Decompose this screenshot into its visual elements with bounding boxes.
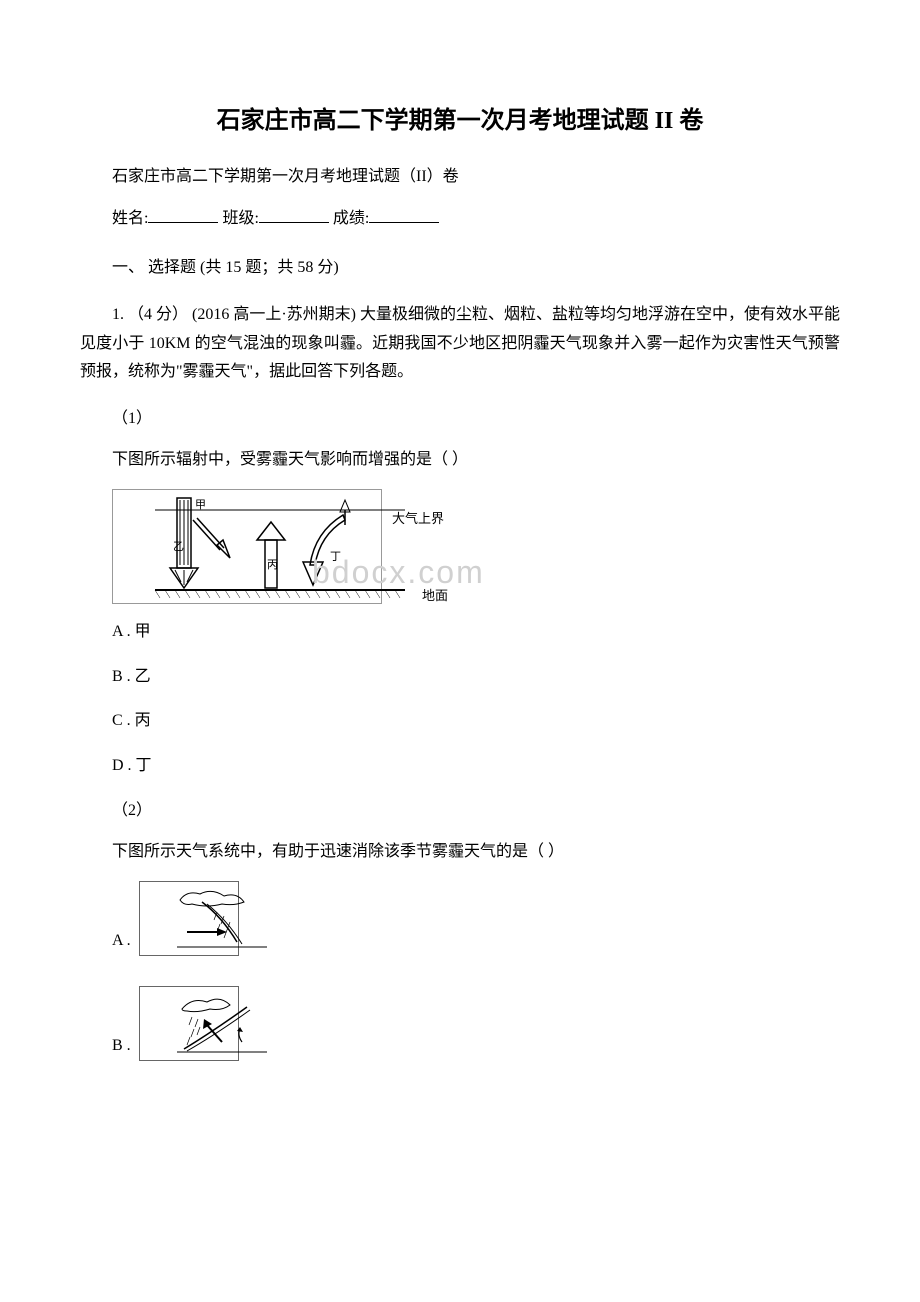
label-jia: 甲 (195, 499, 206, 511)
weather-diagram-b (139, 986, 239, 1061)
q1-sub1-text: 下图所示辐射中，受雾霾天气影响而增强的是（ ） (80, 446, 840, 475)
label-bing: 丙 (267, 559, 278, 571)
label-yi: 乙 (173, 540, 184, 553)
class-blank (259, 204, 329, 223)
q1-sub2-num: （2） (80, 797, 840, 826)
section-header: 一、 选择题 (共 15 题；共 58 分) (80, 254, 840, 283)
subtitle: 石家庄市高二下学期第一次月考地理试题（II）卷 (80, 163, 840, 192)
radiation-figure: 甲 乙 丙 丁 大气上界 地面 bdocx.com (80, 489, 840, 604)
score-label: 成绩: (333, 210, 369, 227)
option-a-label: A . (112, 932, 135, 949)
q1-intro: 1. （4 分） (2016 高一上·苏州期末) 大量极细微的尘粒、烟粒、盐粒等… (80, 301, 840, 387)
label-top-boundary: 大气上界 (392, 511, 444, 526)
form-line: 姓名: 班级: 成绩: (80, 204, 840, 234)
radiation-diagram: 甲 乙 丙 丁 (112, 489, 382, 604)
page-title: 石家庄市高二下学期第一次月考地理试题 II 卷 (80, 100, 840, 143)
q1-sub2-text: 下图所示天气系统中，有助于迅速消除该季节雾霾天气的是（ ） (80, 838, 840, 867)
q1-sub1-option-c: C . 丙 (80, 707, 840, 736)
name-blank (148, 204, 218, 223)
q1-sub2-option-a: A . (80, 881, 840, 956)
q1-sub2-option-b: B . (80, 986, 840, 1061)
q1-sub1-option-a: A . 甲 (80, 618, 840, 647)
option-b-label: B . (112, 1037, 135, 1054)
q1-sub1-num: （1） (80, 405, 840, 434)
label-ground: 地面 (390, 584, 448, 607)
weather-diagram-a (139, 881, 239, 956)
name-label: 姓名: (112, 210, 148, 227)
class-label: 班级: (222, 210, 258, 227)
score-blank (369, 204, 439, 223)
q1-sub1-option-b: B . 乙 (80, 663, 840, 692)
label-ding: 丁 (330, 551, 341, 563)
q1-sub1-option-d: D . 丁 (80, 752, 840, 781)
